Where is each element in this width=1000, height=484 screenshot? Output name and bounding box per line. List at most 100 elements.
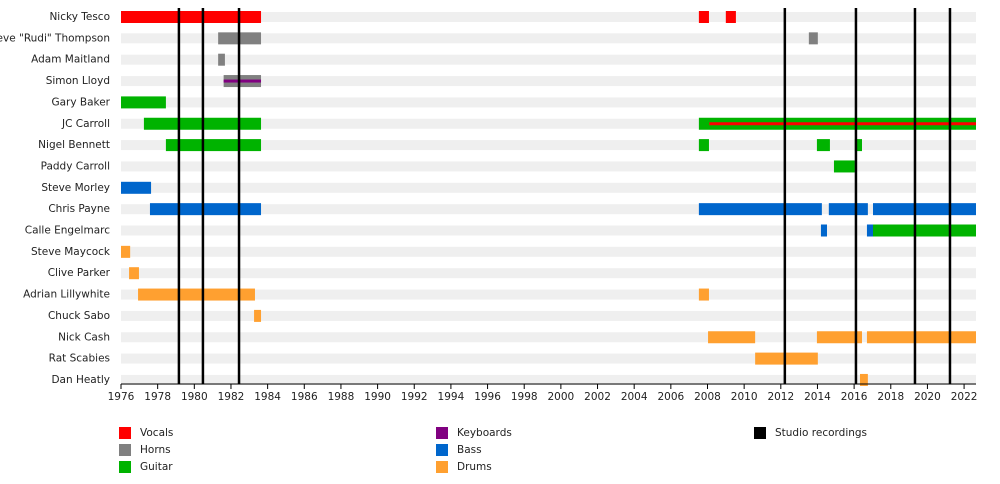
row-band: [121, 54, 976, 65]
member-name: Steve Morley: [41, 182, 110, 194]
legend-label: Bass: [457, 444, 482, 456]
row-band: [121, 12, 976, 22]
span-bar: [709, 122, 976, 126]
x-tick-label: 2018: [877, 391, 904, 403]
span-bar: [698, 139, 709, 152]
member-name: Nick Cash: [58, 331, 110, 343]
row-band: [121, 33, 976, 44]
row-band: [121, 204, 976, 215]
row-band: [121, 76, 976, 87]
legend-label: Keyboards: [457, 427, 512, 439]
span-bar: [121, 245, 131, 258]
span-bar: [816, 331, 862, 344]
x-tick-label: 1996: [474, 391, 501, 403]
x-tick-label: 2022: [951, 391, 978, 403]
row-band: [121, 374, 976, 385]
member-name: Rat Scabies: [49, 353, 110, 365]
span-bar: [138, 288, 255, 301]
x-tick-label: 1998: [511, 391, 538, 403]
member-name: Adrian Lillywhite: [23, 289, 110, 301]
span-bar: [121, 96, 166, 109]
x-tick-label: 1988: [328, 391, 355, 403]
span-bar: [859, 373, 868, 386]
legend-swatch: [754, 427, 766, 439]
legend-swatch: [119, 444, 131, 456]
span-bar: [872, 203, 976, 216]
member-name: Calle Engelmarc: [25, 225, 110, 237]
x-tick-label: 2002: [584, 391, 611, 403]
legend-swatch: [436, 427, 448, 439]
legend-label: Guitar: [140, 461, 173, 473]
member-name: Adam Maitland: [31, 54, 110, 66]
member-name: Steve "Rudi" Thompson: [0, 32, 110, 44]
x-tick-label: 1982: [218, 391, 245, 403]
span-bar: [866, 331, 976, 344]
member-name: Chris Payne: [48, 203, 110, 215]
x-tick-label: 1994: [438, 391, 465, 403]
x-tick-label: 2010: [731, 391, 758, 403]
row-band: [121, 289, 976, 300]
row-band: [121, 225, 976, 236]
x-tick-label: 1976: [108, 391, 135, 403]
member-name: Chuck Sabo: [48, 310, 110, 322]
legend-swatch: [119, 461, 131, 473]
row-band: [121, 332, 976, 343]
span-bar: [165, 139, 262, 152]
member-name: Gary Baker: [51, 96, 110, 108]
span-bar: [121, 181, 152, 194]
x-tick-label: 2004: [621, 391, 648, 403]
legend-swatch: [436, 461, 448, 473]
row-band: [121, 310, 976, 321]
span-bar: [816, 139, 830, 152]
span-bar: [254, 309, 262, 322]
x-tick-label: 1986: [291, 391, 318, 403]
row-band: [121, 97, 976, 108]
legend-label: Studio recordings: [775, 427, 867, 439]
legend-swatch: [119, 427, 131, 439]
row-band: [121, 246, 976, 257]
legend-label: Horns: [140, 444, 171, 456]
span-bar: [820, 224, 827, 237]
x-tick-label: 2016: [841, 391, 868, 403]
span-bar: [218, 53, 225, 66]
member-name: Simon Lloyd: [46, 75, 110, 87]
span-bar: [854, 139, 862, 152]
span-bar: [698, 288, 709, 301]
span-bar: [808, 32, 818, 45]
x-tick-label: 1980: [181, 391, 208, 403]
span-bar: [223, 79, 262, 83]
span-bar: [698, 203, 822, 216]
row-band: [121, 182, 976, 193]
x-tick-label: 1992: [401, 391, 428, 403]
span-bar: [698, 11, 709, 23]
span-bar: [866, 224, 873, 237]
x-tick-label: 1978: [144, 391, 171, 403]
row-band: [121, 118, 976, 129]
x-tick-label: 1990: [364, 391, 391, 403]
row-band: [121, 140, 976, 151]
row-band: [121, 353, 976, 364]
member-name: Nigel Bennett: [38, 139, 110, 151]
member-name: Dan Heatly: [51, 374, 110, 386]
x-tick-label: 2008: [694, 391, 721, 403]
x-tick-label: 2012: [767, 391, 794, 403]
legend-label: Vocals: [140, 427, 173, 439]
row-band: [121, 161, 976, 172]
legend-label: Drums: [457, 461, 492, 473]
x-tick-label: 2006: [657, 391, 684, 403]
member-name: Clive Parker: [48, 267, 111, 279]
span-bar: [833, 160, 855, 173]
span-bar: [755, 352, 818, 365]
span-bar: [872, 224, 976, 237]
legend-swatch: [436, 444, 448, 456]
span-bar: [725, 11, 736, 23]
x-tick-label: 2020: [914, 391, 941, 403]
x-tick-label: 1984: [254, 391, 281, 403]
span-bar: [828, 203, 868, 216]
span-bar: [149, 203, 262, 216]
span-bar: [129, 267, 139, 280]
member-name: Paddy Carroll: [41, 160, 110, 172]
x-tick-label: 2000: [548, 391, 575, 403]
x-tick-label: 2014: [804, 391, 831, 403]
